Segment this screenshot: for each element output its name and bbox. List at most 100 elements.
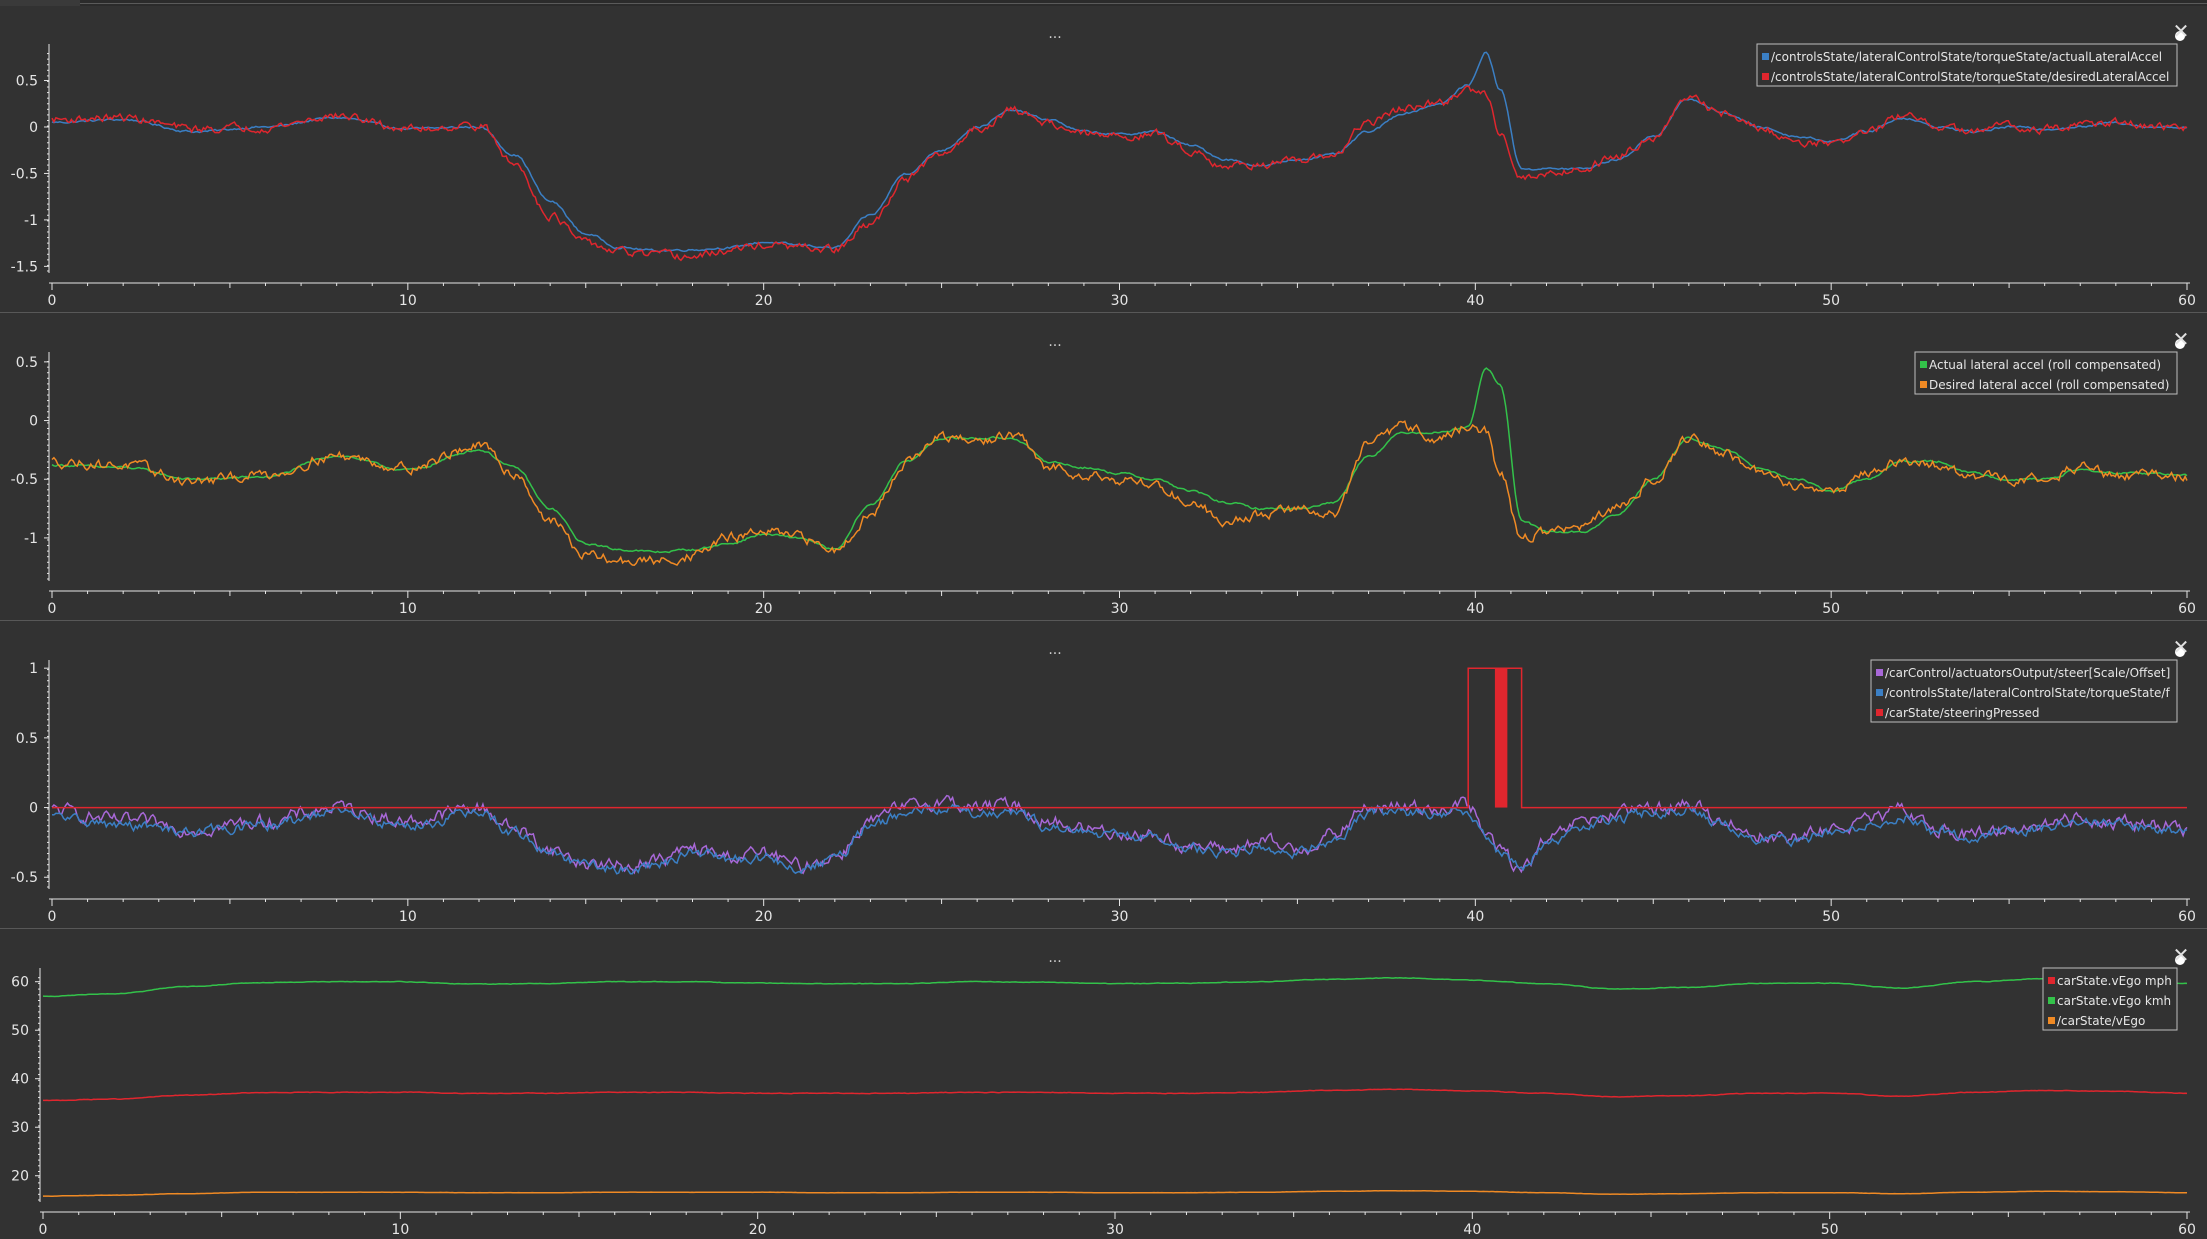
legend-label: /controlsState/lateralControlState/torqu… — [1771, 50, 2162, 64]
x-tick-label: 50 — [1822, 909, 1840, 925]
x-tick-label: 30 — [1106, 1222, 1124, 1238]
steering-pressed-block — [1494, 668, 1508, 808]
plot-panel-4: 60 50 40 30 20 0 10 20 30 40 50 60 carState.vEgo mph… — [0, 932, 2207, 1239]
y-tick-label: -0.5 — [11, 472, 38, 488]
series-line — [52, 667, 2187, 809]
x-tick-label: 30 — [1111, 909, 1129, 925]
cursor-marker — [2175, 955, 2185, 965]
legend-box — [1914, 351, 2178, 395]
plot-4-canvas[interactable]: 60 50 40 30 20 0 10 20 30 40 50 60 carState.vEgo mph… — [0, 932, 2207, 1239]
legend-label: /carState/vEgo — [2057, 1014, 2145, 1028]
panel-divider[interactable] — [0, 312, 2207, 313]
close-icon[interactable]: ✕ — [2172, 943, 2190, 967]
y-tick-label: 40 — [11, 1072, 29, 1088]
x-tick-label: 10 — [399, 601, 417, 617]
panel-menu-button[interactable]: ... — [1048, 334, 1062, 350]
legend: Actual lateral accel (roll compensated) D… — [1914, 351, 2178, 395]
legend-label: Desired lateral accel (roll compensated) — [1929, 378, 2169, 392]
y-tick-label: 0.5 — [16, 74, 38, 90]
plot-3-canvas[interactable]: 1 0.5 0 -0.5 0 10 20 30 40 50 60/carControl/actuat… — [0, 624, 2207, 926]
close-icon[interactable]: ✕ — [2172, 19, 2190, 43]
x-tick-label: 30 — [1111, 601, 1129, 617]
legend-swatch — [1762, 53, 1769, 60]
series-line — [51, 794, 2188, 875]
legend-box — [2042, 967, 2178, 1031]
legend-label: carState.vEgo mph — [2057, 974, 2172, 988]
legend-swatch — [2048, 1017, 2055, 1024]
legend-label: /controlsState/lateralControlState/torqu… — [1771, 70, 2169, 84]
panel-menu-button[interactable]: ... — [1048, 26, 1062, 42]
series-line — [51, 803, 2188, 875]
legend-box — [1870, 659, 2178, 723]
x-tick-label: 60 — [2178, 293, 2196, 309]
x-tick-label: 0 — [48, 293, 57, 309]
panel-divider[interactable] — [0, 620, 2207, 621]
x-tick-label: 0 — [48, 909, 57, 925]
legend-swatch — [1876, 669, 1883, 676]
legend-label: /carState/steeringPressed — [1885, 706, 2040, 720]
series-line — [51, 420, 2188, 567]
legend-swatch — [1876, 689, 1883, 696]
legend-swatch — [2048, 977, 2055, 984]
y-tick-label: 20 — [11, 1169, 29, 1185]
legend-swatch — [1920, 361, 1927, 368]
close-icon[interactable]: ✕ — [2172, 635, 2190, 659]
legend-label: /controlsState/lateralControlState/torqu… — [1885, 686, 2170, 700]
series-line — [51, 367, 2188, 554]
y-tick-label: -0.5 — [11, 166, 38, 182]
tab-bar-line — [80, 3, 2207, 4]
x-tick-label: 50 — [1822, 601, 1840, 617]
y-tick-label: 0 — [29, 120, 38, 136]
plot-panel-3: 1 0.5 0 -0.5 0 10 20 30 40 50 60/carControl/actuat… — [0, 624, 2207, 926]
series-line — [43, 1189, 2188, 1197]
x-tick-label: 40 — [1466, 601, 1484, 617]
y-tick-label: 0.5 — [16, 731, 38, 747]
plot-panel-1: 0.5 0 -0.5 -1 -1.5 0 10 20 30 40 50 60/controlsStat… — [0, 8, 2207, 310]
panel-divider[interactable] — [0, 928, 2207, 929]
legend: /carControl/actuatorsOutput/steer[Scale/… — [1870, 659, 2178, 723]
x-tick-label: 0 — [48, 601, 57, 617]
panel-menu-button[interactable]: ... — [1048, 950, 1062, 966]
plot-panel-2: 0.5 0 -0.5 -1 0 10 20 30 40 50 60 Actual lateral ac… — [0, 316, 2207, 618]
y-tick-label: -0.5 — [11, 870, 38, 886]
y-tick-label: 50 — [11, 1023, 29, 1039]
x-tick-label: 50 — [1822, 293, 1840, 309]
y-tick-label: 0.5 — [16, 355, 38, 371]
x-tick-label: 20 — [749, 1222, 767, 1238]
close-icon[interactable]: ✕ — [2172, 327, 2190, 351]
panel-menu-button[interactable]: ... — [1048, 642, 1062, 658]
y-tick-label: -1.5 — [11, 259, 38, 275]
x-tick-label: 60 — [2178, 1222, 2196, 1238]
y-tick-label: 60 — [11, 975, 29, 991]
cursor-marker — [2175, 31, 2185, 41]
x-tick-label: 10 — [399, 293, 417, 309]
legend-swatch — [2048, 997, 2055, 1004]
x-tick-label: 40 — [1466, 909, 1484, 925]
x-tick-label: 30 — [1111, 293, 1129, 309]
plot-2-canvas[interactable]: 0.5 0 -0.5 -1 0 10 20 30 40 50 60 Actual lateral ac… — [0, 316, 2207, 618]
legend-label: carState.vEgo kmh — [2057, 994, 2171, 1008]
x-tick-label: 10 — [391, 1222, 409, 1238]
x-tick-label: 40 — [1466, 293, 1484, 309]
cursor-marker — [2175, 647, 2185, 657]
legend-label: /carControl/actuatorsOutput/steer[Scale/… — [1885, 666, 2170, 680]
x-tick-label: 20 — [755, 601, 773, 617]
x-tick-label: 60 — [2178, 601, 2196, 617]
x-tick-label: 50 — [1821, 1222, 1839, 1238]
x-tick-label: 20 — [755, 293, 773, 309]
legend-swatch — [1920, 381, 1927, 388]
x-tick-label: 10 — [399, 909, 417, 925]
legend: /controlsState/lateralControlState/torqu… — [1756, 43, 2178, 87]
x-tick-label: 60 — [2178, 909, 2196, 925]
cursor-marker — [2175, 339, 2185, 349]
series-line — [42, 976, 2188, 998]
x-tick-label: 20 — [755, 909, 773, 925]
y-tick-label: 1 — [29, 661, 38, 677]
plot-1-canvas[interactable]: 0.5 0 -0.5 -1 -1.5 0 10 20 30 40 50 60/controlsStat… — [0, 8, 2207, 310]
x-tick-label: 40 — [1463, 1222, 1481, 1238]
legend-box — [1756, 43, 2178, 87]
legend-swatch — [1876, 709, 1883, 716]
y-tick-label: -1 — [24, 213, 38, 229]
y-tick-label: -1 — [24, 531, 38, 547]
active-tab[interactable] — [0, 0, 80, 6]
